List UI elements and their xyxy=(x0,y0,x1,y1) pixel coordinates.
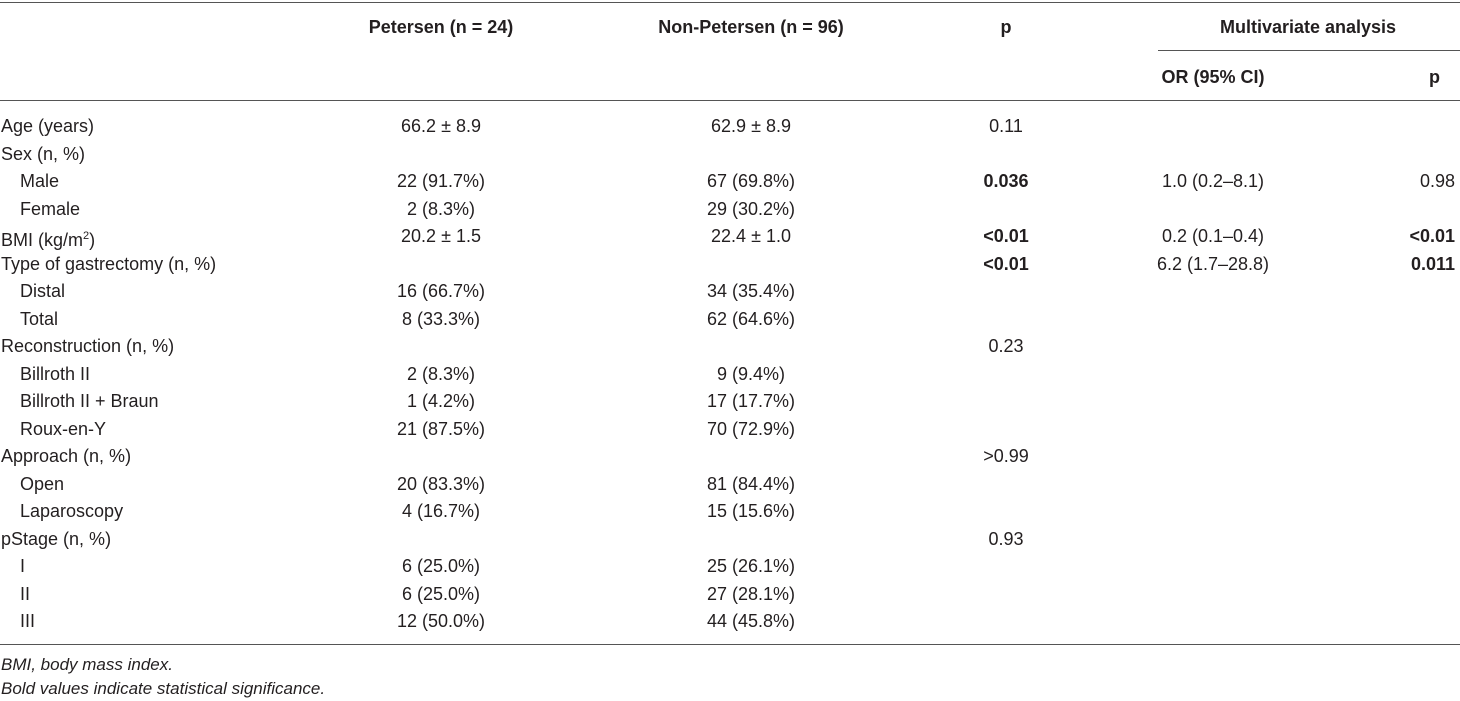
cell-p-value: 0.93 xyxy=(988,528,1024,549)
cell-petersen: 6 (25.0%) xyxy=(401,583,481,604)
row-label: Approach (n, %) xyxy=(1,446,132,466)
table-row: Reconstruction (n, %) 0.23 xyxy=(0,333,1460,360)
cell-petersen: 2 (8.3%) xyxy=(406,363,476,384)
table-row: Laparoscopy 4 (16.7%) 15 (15.6%) xyxy=(0,498,1460,525)
cell-petersen: 1 (4.2%) xyxy=(406,391,476,411)
table-row: Roux-en-Y 21 (87.5%) 70 (72.9%) xyxy=(0,416,1460,443)
table-row: II 6 (25.0%) 27 (28.1%) xyxy=(0,581,1460,608)
cell-non-petersen: 44 (45.8%) xyxy=(706,611,796,631)
cell-non-petersen: 25 (26.1%) xyxy=(706,556,796,576)
cell-p-value: <0.01 xyxy=(983,226,1029,246)
cell-non-petersen: 67 (69.8%) xyxy=(706,171,796,191)
row-label: II xyxy=(20,583,31,604)
cell-petersen: 8 (33.3%) xyxy=(401,308,481,329)
table-row: Age (years) 66.2 ± 8.9 62.9 ± 8.9 0.11 xyxy=(0,113,1460,140)
row-label: Total xyxy=(20,308,59,329)
cell-petersen: 6 (25.0%) xyxy=(401,556,481,576)
cell-p-value: <0.01 xyxy=(983,253,1029,274)
row-label: Type of gastrectomy (n, %) xyxy=(1,253,217,274)
header-bottom-rule xyxy=(0,100,1460,101)
cell-petersen: 4 (16.7%) xyxy=(401,501,481,521)
multivariate-rule xyxy=(1158,50,1460,51)
header-multivariate: Multivariate analysis xyxy=(1219,17,1397,37)
row-label: I xyxy=(20,556,26,576)
table-row: Billroth II 2 (8.3%) 9 (9.4%) xyxy=(0,361,1460,388)
cell-non-petersen: 62.9 ± 8.9 xyxy=(711,116,791,136)
header-mv-p: p xyxy=(1429,67,1440,87)
header-non-petersen: Non-Petersen (n = 96) xyxy=(658,17,844,37)
row-label: Billroth II + Braun xyxy=(20,391,159,411)
row-label: BMI (kg/m2) xyxy=(1,230,96,250)
table-row: pStage (n, %) 0.93 xyxy=(0,526,1460,553)
cell-p-value: 0.23 xyxy=(988,336,1024,356)
cell-non-petersen: 70 (72.9%) xyxy=(706,418,796,439)
table-row: Distal 16 (66.7%) 34 (35.4%) xyxy=(0,278,1460,305)
table-row: Total 8 (33.3%) 62 (64.6%) xyxy=(0,306,1460,333)
cell-odds-ratio: 6.2 (1.7–28.8) xyxy=(1156,253,1270,274)
cell-non-petersen: 34 (35.4%) xyxy=(706,281,796,301)
row-label: Sex (n, %) xyxy=(1,143,86,164)
row-label: Female xyxy=(20,198,81,219)
cell-mv-p-value: 0.011 xyxy=(1410,253,1455,274)
cell-odds-ratio: 0.2 (0.1–0.4) xyxy=(1161,226,1265,246)
table-row: Billroth II + Braun 1 (4.2%) 17 (17.7%) xyxy=(0,388,1460,415)
table-top-rule xyxy=(0,2,1460,3)
row-label: Roux-en-Y xyxy=(20,418,107,439)
cell-mv-p-value: 0.98 xyxy=(1419,171,1455,191)
row-label: Age (years) xyxy=(1,116,95,136)
cell-petersen: 12 (50.0%) xyxy=(396,611,486,631)
cell-mv-p-value: <0.01 xyxy=(1409,226,1455,246)
table-row: Male 22 (91.7%) 67 (69.8%) 0.036 1.0 (0.2–8.… xyxy=(0,168,1460,195)
cell-p-value: >0.99 xyxy=(983,446,1029,466)
row-label: Distal xyxy=(20,281,66,301)
row-label: pStage (n, %) xyxy=(1,528,112,549)
table-row: Open 20 (83.3%) 81 (84.4%) xyxy=(0,471,1460,498)
row-label: Male xyxy=(20,171,60,191)
cell-petersen: 16 (66.7%) xyxy=(396,281,486,301)
table-row: III 12 (50.0%) 44 (45.8%) xyxy=(0,608,1460,635)
table-row: I 6 (25.0%) 25 (26.1%) xyxy=(0,553,1460,580)
cell-petersen: 66.2 ± 8.9 xyxy=(401,116,481,136)
row-label: Laparoscopy xyxy=(20,501,124,521)
cell-petersen: 20.2 ± 1.5 xyxy=(401,226,481,246)
table-row: BMI (kg/m2) 20.2 ± 1.5 22.4 ± 1.0 <0.01 0.2 … xyxy=(0,223,1460,250)
header-or: OR (95% CI) xyxy=(1161,67,1265,87)
row-label: Reconstruction (n, %) xyxy=(1,336,175,356)
cell-petersen: 21 (87.5%) xyxy=(396,418,486,439)
cell-non-petersen: 29 (30.2%) xyxy=(706,198,796,219)
cell-non-petersen: 17 (17.7%) xyxy=(706,391,796,411)
cell-petersen: 22 (91.7%) xyxy=(396,171,486,191)
row-label: Open xyxy=(20,473,65,494)
cell-odds-ratio: 1.0 (0.2–8.1) xyxy=(1161,171,1265,191)
cell-non-petersen: 15 (15.6%) xyxy=(706,501,796,521)
table-row: Female 2 (8.3%) 29 (30.2%) xyxy=(0,196,1460,223)
cell-p-value: 0.11 xyxy=(989,116,1023,136)
footnote-bold-note: Bold values indicate statistical signifi… xyxy=(1,679,326,698)
cell-non-petersen: 27 (28.1%) xyxy=(706,583,796,604)
table-bottom-rule xyxy=(0,644,1460,645)
cell-petersen: 2 (8.3%) xyxy=(406,198,476,219)
cell-non-petersen: 9 (9.4%) xyxy=(716,363,786,384)
table-row: Sex (n, %) xyxy=(0,141,1460,168)
row-label: III xyxy=(20,611,36,631)
cell-p-value: 0.036 xyxy=(983,171,1029,191)
table-row: Approach (n, %) >0.99 xyxy=(0,443,1460,470)
table-row: Type of gastrectomy (n, %) <0.01 6.2 (1.7–… xyxy=(0,251,1460,278)
footnote-abbreviation: BMI, body mass index. xyxy=(1,655,173,674)
cell-petersen: 20 (83.3%) xyxy=(396,473,486,494)
cell-non-petersen: 22.4 ± 1.0 xyxy=(711,226,791,246)
header-p: p xyxy=(1000,17,1012,37)
header-petersen: Petersen (n = 24) xyxy=(368,17,514,37)
row-label: Billroth II xyxy=(20,363,91,384)
cell-non-petersen: 62 (64.6%) xyxy=(706,308,796,329)
cell-non-petersen: 81 (84.4%) xyxy=(706,473,796,494)
